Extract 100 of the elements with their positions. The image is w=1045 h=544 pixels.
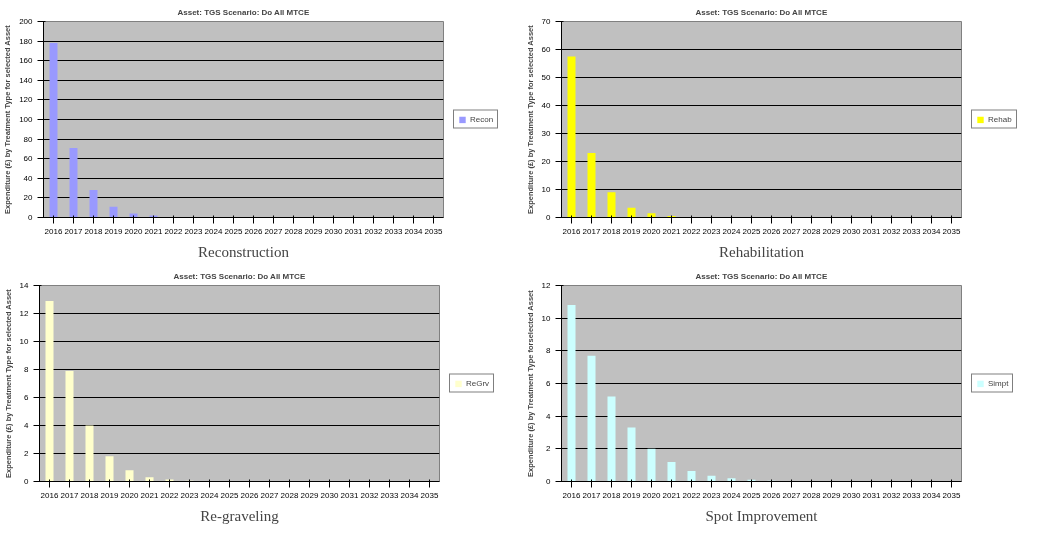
- y-tick-label: 200: [19, 17, 34, 26]
- x-tick-label: 2023: [180, 490, 199, 500]
- y-tick-label: 60: [541, 45, 552, 54]
- y-tick-label: 14: [19, 281, 30, 290]
- y-tick-label: 40: [541, 101, 552, 110]
- text: Spot Improvement: [705, 507, 819, 524]
- x-tick-label: 2025: [224, 226, 243, 236]
- text: Rehabilitation: [719, 243, 805, 260]
- legend-label: ReGrv: [466, 378, 490, 388]
- x-tick-label: 2026: [240, 490, 259, 500]
- x-tick-label: 2029: [822, 226, 841, 236]
- x-tick-label: 2019: [104, 226, 123, 236]
- x-tick-label: 2030: [320, 490, 339, 500]
- x-tick-label: 2021: [662, 226, 681, 236]
- y-tick-label: 10: [19, 337, 30, 346]
- y-tick-label: 50: [541, 73, 552, 82]
- y-tick-label: 0: [28, 213, 34, 222]
- x-tick-label: 2025: [742, 226, 761, 236]
- x-tick-label: 2027: [782, 226, 801, 236]
- y-tick-label: 0: [24, 477, 30, 486]
- x-tick-label: 2035: [420, 490, 439, 500]
- x-tick-label: 2024: [722, 490, 741, 500]
- x-tick-label: 2024: [204, 226, 223, 236]
- x-tick-label: 2017: [60, 490, 79, 500]
- x-tick-label: 2035: [942, 226, 961, 236]
- x-tick-label: 2022: [682, 226, 701, 236]
- y-tick-label: 6: [546, 379, 552, 388]
- text: Reconstruction: [198, 243, 290, 260]
- x-tick-label: 2031: [862, 490, 881, 500]
- x-tick-label: 2028: [802, 490, 821, 500]
- y-tick-label: 120: [19, 95, 34, 105]
- x-tick-label: 2034: [404, 226, 423, 236]
- x-tick-label: 2020: [642, 226, 661, 236]
- x-tick-label: 2030: [842, 226, 861, 236]
- x-tick-label: 2028: [280, 490, 299, 500]
- x-tick-label: 2017: [582, 226, 601, 236]
- x-tick-label: 2018: [602, 226, 621, 236]
- x-tick-label: 2018: [602, 490, 621, 500]
- chart-title: Asset: TGS Scenario: Do All MTCE: [177, 7, 310, 17]
- y-tick-label: 20: [23, 193, 34, 203]
- x-tick-label: 2026: [762, 490, 781, 500]
- x-tick-label: 2032: [360, 490, 379, 500]
- y-tick-label: 30: [541, 129, 552, 138]
- y-tick-label: 160: [19, 56, 34, 66]
- x-tick-label: 2020: [120, 490, 139, 500]
- x-tick-label: 2032: [364, 226, 383, 236]
- x-tick-label: 2023: [702, 490, 721, 500]
- x-tick-label: 2016: [44, 226, 63, 236]
- x-tick-label: 2031: [344, 226, 363, 236]
- x-tick-label: 2016: [562, 490, 581, 500]
- x-tick-label: 2024: [722, 226, 741, 236]
- text: Re-graveling: [200, 507, 280, 524]
- x-tick-label: 2021: [662, 490, 681, 500]
- x-tick-label: 2031: [862, 226, 881, 236]
- x-tick-label: 2027: [260, 490, 279, 500]
- x-tick-label: 2025: [220, 490, 239, 500]
- legend-label: Rehab: [988, 114, 1012, 124]
- y-tick-label: 12: [19, 309, 30, 318]
- y-tick-label: 10: [541, 313, 552, 323]
- y-tick-label: 10: [541, 185, 552, 194]
- y-tick-label: 0: [546, 213, 552, 222]
- x-tick-label: 2018: [84, 226, 103, 236]
- x-tick-label: 2033: [902, 490, 921, 500]
- x-tick-label: 2022: [682, 490, 701, 500]
- y-tick-label: 80: [23, 134, 34, 144]
- y-tick-label: 180: [19, 36, 34, 46]
- x-tick-label: 2020: [124, 226, 143, 236]
- x-tick-label: 2032: [882, 490, 901, 500]
- x-tick-label: 2027: [264, 226, 283, 236]
- y-tick-label: 140: [19, 75, 34, 85]
- y-tick-label: 4: [24, 421, 30, 430]
- y-tick-label: 0: [546, 477, 552, 486]
- y-tick-label: 20: [541, 157, 552, 166]
- x-tick-label: 2023: [702, 226, 721, 236]
- x-tick-label: 2034: [400, 490, 419, 500]
- x-tick-label: 2022: [164, 226, 183, 236]
- x-tick-label: 2030: [842, 490, 861, 500]
- x-tick-label: 2030: [324, 226, 343, 236]
- x-tick-label: 2017: [64, 226, 83, 236]
- x-tick-label: 2033: [380, 490, 399, 500]
- legend-label: Recon: [470, 114, 494, 124]
- x-tick-label: 2029: [300, 490, 319, 500]
- x-tick-label: 2028: [802, 226, 821, 236]
- x-tick-label: 2028: [284, 226, 303, 236]
- x-tick-label: 2035: [424, 226, 443, 236]
- chart-title: Asset: TGS Scenario: Do All MTCE: [695, 7, 828, 17]
- y-tick-label: 100: [19, 115, 34, 124]
- x-tick-label: 2016: [562, 226, 581, 236]
- x-tick-label: 2020: [642, 490, 661, 500]
- x-tick-label: 2022: [160, 490, 179, 500]
- x-tick-label: 2016: [40, 490, 59, 500]
- x-tick-label: 2026: [244, 226, 263, 236]
- chart-title: Asset: TGS Scenario: Do All MTCE: [695, 271, 828, 281]
- y-tick-label: 2: [24, 449, 30, 458]
- y-tick-label: 70: [541, 17, 552, 26]
- x-tick-label: 2021: [140, 490, 159, 500]
- chart-title: Asset: TGS Scenario: Do All MTCE: [173, 271, 306, 281]
- x-tick-label: 2017: [582, 490, 601, 500]
- x-tick-label: 2018: [80, 490, 99, 500]
- y-tick-label: 8: [546, 346, 552, 356]
